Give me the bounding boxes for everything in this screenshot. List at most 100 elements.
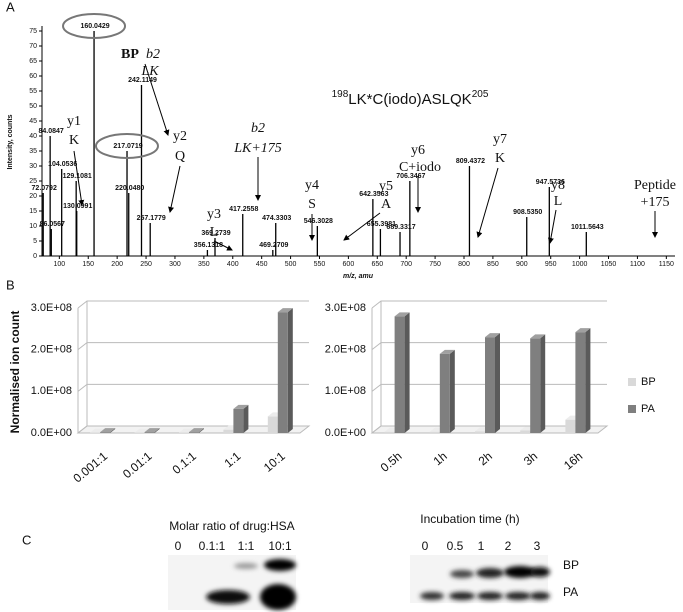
annotation: y6 bbox=[411, 143, 425, 158]
y-tick-label: 0.0E+00 bbox=[31, 427, 72, 439]
annotation: y2 bbox=[173, 129, 187, 144]
x-tick-label: 0.5h bbox=[378, 449, 405, 475]
bar-top bbox=[485, 333, 500, 338]
annotation: L bbox=[210, 225, 219, 240]
y-tick-label: 10 bbox=[29, 223, 37, 230]
peptide-end: 205 bbox=[472, 89, 489, 100]
lane-label: 1 bbox=[478, 539, 485, 553]
x-tick-label: 950 bbox=[545, 261, 557, 268]
bar bbox=[394, 316, 405, 433]
lane-label: 1:1 bbox=[238, 539, 255, 553]
bar bbox=[100, 432, 111, 433]
legend-swatch bbox=[628, 378, 636, 386]
x-tick-label: 1000 bbox=[572, 261, 588, 268]
annotation-arrow bbox=[213, 240, 233, 251]
x-tick-label: 450 bbox=[256, 261, 268, 268]
lane-label: 0.1:1 bbox=[199, 539, 226, 553]
blot-band bbox=[449, 592, 475, 600]
peak-label: 417.2558 bbox=[229, 206, 258, 213]
x-tick-label: 1150 bbox=[659, 261, 674, 268]
annotation-arrow bbox=[343, 212, 381, 241]
peak-label: 546.3028 bbox=[304, 218, 333, 225]
peak-label: 1011.5643 bbox=[571, 224, 604, 231]
annotation: y8 bbox=[551, 178, 565, 193]
x-tick-label: 0.01:1 bbox=[120, 449, 155, 481]
y-tick-label: 2.0E+08 bbox=[31, 344, 72, 356]
bar bbox=[144, 432, 155, 433]
lane-label: 0 bbox=[422, 539, 429, 553]
blot-band bbox=[450, 570, 474, 578]
y-tick-label: 0.0E+00 bbox=[325, 427, 366, 439]
blot-title: Incubation time (h) bbox=[420, 512, 519, 526]
blot-band bbox=[504, 566, 536, 578]
annotation: BP bbox=[121, 47, 139, 62]
x-tick-label: 300 bbox=[169, 261, 181, 268]
y-tick-label: 25 bbox=[29, 178, 37, 185]
x-tick-label: 650 bbox=[371, 261, 383, 268]
peak-label: 947.5736 bbox=[536, 179, 565, 186]
annotation: C+iodo bbox=[399, 160, 441, 175]
grid-line bbox=[371, 300, 607, 309]
blot-band bbox=[234, 563, 258, 569]
lane-label: 0.5 bbox=[447, 539, 464, 553]
bar bbox=[530, 338, 541, 433]
annotation: LK+175 bbox=[233, 141, 282, 156]
bar-side bbox=[495, 333, 500, 433]
annotation: K bbox=[495, 151, 505, 166]
bar-side bbox=[585, 328, 591, 433]
y-tick-label: 70 bbox=[29, 43, 37, 50]
y-tick-label: 65 bbox=[29, 58, 37, 65]
blot-band bbox=[476, 568, 504, 578]
x-tick-label: 550 bbox=[314, 261, 326, 268]
y-tick-label: 2.0E+08 bbox=[325, 344, 366, 356]
peak-label: 217.0719 bbox=[113, 143, 142, 150]
annotation: LK bbox=[140, 64, 159, 79]
bar bbox=[429, 431, 440, 433]
bar bbox=[233, 408, 244, 433]
x-tick-label: 250 bbox=[140, 261, 152, 268]
annotation: K bbox=[69, 133, 79, 148]
annotation: b2 bbox=[146, 47, 160, 62]
bar-top bbox=[530, 334, 546, 339]
y-axis-label: Intensity, counts bbox=[7, 114, 14, 169]
peptide-start: 198 bbox=[332, 89, 349, 100]
blot-band bbox=[477, 592, 503, 600]
y-tick-label: 60 bbox=[29, 73, 37, 80]
peak-label: 72.0792 bbox=[32, 185, 57, 192]
bar-top bbox=[189, 428, 204, 433]
blot-title: Molar ratio of drug:HSA bbox=[169, 519, 294, 533]
peak-label: 129.1081 bbox=[63, 173, 92, 180]
peak-label: 655.3981 bbox=[367, 221, 396, 228]
y-tick-label: 5 bbox=[33, 238, 37, 245]
peptide-sequence: LK*C(iodo)ASLQK bbox=[348, 91, 471, 108]
x-tick-label: 100 bbox=[53, 261, 65, 268]
x-tick-label: 1h bbox=[431, 449, 450, 468]
peak-label: 474.3303 bbox=[262, 215, 291, 222]
bar-top bbox=[233, 404, 249, 409]
peak-label: 242.1149 bbox=[128, 77, 157, 84]
annotation: S bbox=[308, 197, 316, 212]
bar bbox=[277, 312, 288, 433]
legend-swatch bbox=[628, 405, 636, 413]
bar-side bbox=[404, 312, 410, 433]
annotation: y3 bbox=[207, 207, 221, 222]
peak-label: 369.2739 bbox=[201, 230, 230, 237]
peak-label: 469.2709 bbox=[259, 242, 288, 249]
y-tick-label: 3.0E+08 bbox=[325, 302, 366, 314]
peak-label: 689.3317 bbox=[386, 224, 415, 231]
bar bbox=[384, 431, 395, 433]
x-tick-label: 700 bbox=[400, 261, 412, 268]
x-tick-label: 2h bbox=[476, 449, 495, 468]
bar-side bbox=[449, 349, 455, 433]
annotation: b2 bbox=[251, 121, 265, 136]
bar bbox=[575, 332, 586, 433]
bar-side bbox=[243, 404, 249, 433]
x-tick-label: 800 bbox=[458, 261, 470, 268]
annotation: y5 bbox=[379, 179, 393, 194]
annotation-arrow bbox=[476, 167, 499, 238]
bar bbox=[189, 432, 199, 433]
peak-label: 130.0991 bbox=[63, 203, 92, 210]
x-tick-label: 900 bbox=[516, 261, 528, 268]
